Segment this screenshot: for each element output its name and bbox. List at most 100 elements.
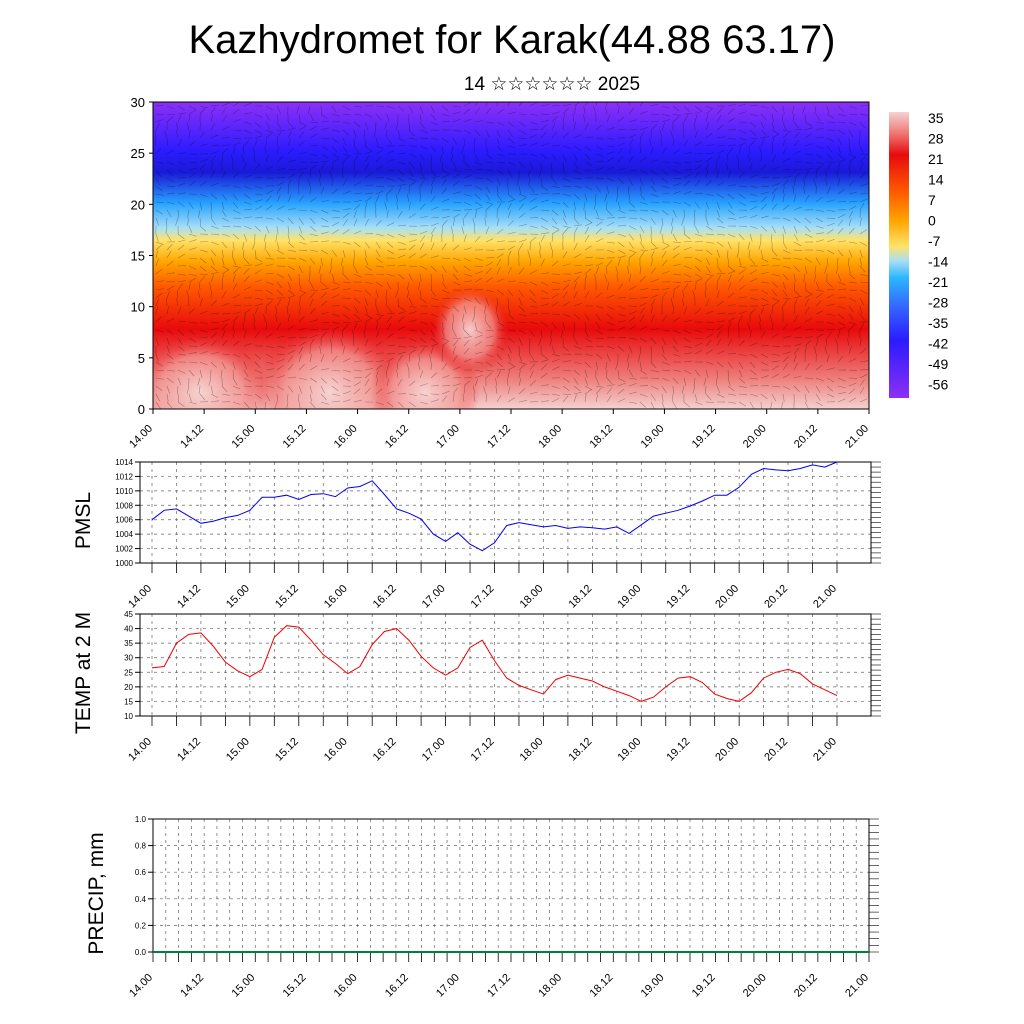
wind-vector xyxy=(441,219,448,227)
wind-vector xyxy=(617,283,623,291)
wind-vector xyxy=(430,105,436,114)
wind-vector xyxy=(307,105,311,114)
wind-vector xyxy=(760,196,768,203)
wind-vector xyxy=(408,380,416,387)
wind-vector xyxy=(210,351,219,355)
wind-vector xyxy=(276,273,285,278)
wind-vector xyxy=(738,171,745,179)
wind-vector xyxy=(474,102,478,107)
wind-vector xyxy=(836,257,839,266)
wind-vector xyxy=(177,239,186,243)
wind-vector xyxy=(441,137,449,143)
wind-vector xyxy=(166,169,173,176)
wind-vector xyxy=(265,195,272,203)
wind-vector xyxy=(606,185,609,194)
wind-vector xyxy=(815,153,823,159)
wind-vector xyxy=(529,225,538,229)
wind-vector xyxy=(496,240,505,243)
wind-vector xyxy=(529,391,538,395)
wind-vector xyxy=(815,364,823,371)
wind-vector xyxy=(232,108,240,115)
wind-vector xyxy=(430,321,437,329)
wind-vector xyxy=(694,160,703,163)
wind-vector xyxy=(782,168,791,171)
wind-vector xyxy=(583,201,586,210)
wind-vector xyxy=(727,193,735,200)
wind-vector xyxy=(408,185,410,195)
wind-vector xyxy=(703,377,707,386)
x-tick-label: 16.00 xyxy=(322,736,350,764)
wind-vector xyxy=(782,225,786,234)
wind-vector xyxy=(221,385,228,393)
wind-vector xyxy=(672,161,681,164)
wind-vector xyxy=(386,369,388,379)
wind-vector xyxy=(243,193,251,200)
wind-vector xyxy=(155,169,161,177)
wind-vector xyxy=(573,276,580,283)
wind-vector xyxy=(221,353,231,355)
wind-vector xyxy=(815,289,824,292)
wind-vector xyxy=(606,387,613,395)
wind-vector xyxy=(562,291,568,299)
wind-vector xyxy=(419,393,428,397)
wind-vector xyxy=(540,258,545,267)
wind-vector xyxy=(254,353,262,360)
wind-vector xyxy=(364,372,372,379)
wind-vector xyxy=(320,240,329,243)
wind-vector xyxy=(716,233,725,236)
wind-vector xyxy=(210,321,220,323)
wind-vector xyxy=(727,170,732,179)
wind-vector xyxy=(540,119,549,123)
wind-vector xyxy=(573,209,575,218)
wind-vector xyxy=(793,121,800,129)
wind-vector xyxy=(199,201,203,210)
wind-vector xyxy=(243,275,250,283)
wind-vector xyxy=(298,265,303,274)
wind-vector xyxy=(837,377,846,382)
wind-vector xyxy=(353,137,355,147)
wind-vector xyxy=(155,280,164,283)
wind-vector xyxy=(375,137,379,146)
wind-vector xyxy=(396,202,399,211)
wind-vector xyxy=(155,209,163,215)
wind-vector xyxy=(527,250,531,259)
wind-vector xyxy=(166,250,172,259)
wind-vector xyxy=(727,209,735,216)
wind-vector xyxy=(672,385,674,395)
wind-vector xyxy=(628,225,637,230)
wind-vector xyxy=(265,272,274,275)
y-axis-label: PMSL xyxy=(72,492,95,549)
wind-vector xyxy=(375,113,382,121)
wind-vector xyxy=(406,362,410,371)
wind-vector xyxy=(353,199,362,203)
wind-vector xyxy=(331,369,340,372)
wind-vector xyxy=(408,273,413,282)
wind-vector xyxy=(650,250,655,259)
wind-vector xyxy=(496,395,502,403)
wind-vector xyxy=(738,314,743,323)
wind-vector xyxy=(639,131,645,139)
wind-vector xyxy=(243,201,252,205)
wind-vector xyxy=(342,229,350,235)
wind-vector xyxy=(562,132,569,139)
wind-vector xyxy=(221,102,230,107)
wind-vector xyxy=(320,257,323,266)
wind-vector xyxy=(210,104,219,107)
wind-vector xyxy=(439,153,443,162)
wind-vector xyxy=(419,242,425,251)
wind-vector xyxy=(265,113,271,122)
wind-vector xyxy=(650,279,659,283)
wind-vector xyxy=(452,329,457,338)
wind-vector xyxy=(419,230,428,235)
wind-vector xyxy=(628,383,637,387)
wind-vector xyxy=(298,209,307,212)
wind-vector xyxy=(825,338,828,347)
x-tick-label: 21.00 xyxy=(843,423,871,451)
x-tick-label: 14.12 xyxy=(175,583,203,611)
wind-vector xyxy=(419,137,428,140)
wind-vector xyxy=(617,233,626,237)
colorbar-label: -7 xyxy=(928,233,941,249)
x-tick-label: 17.00 xyxy=(434,423,462,451)
wind-vector xyxy=(793,343,802,347)
wind-vector xyxy=(859,105,869,107)
